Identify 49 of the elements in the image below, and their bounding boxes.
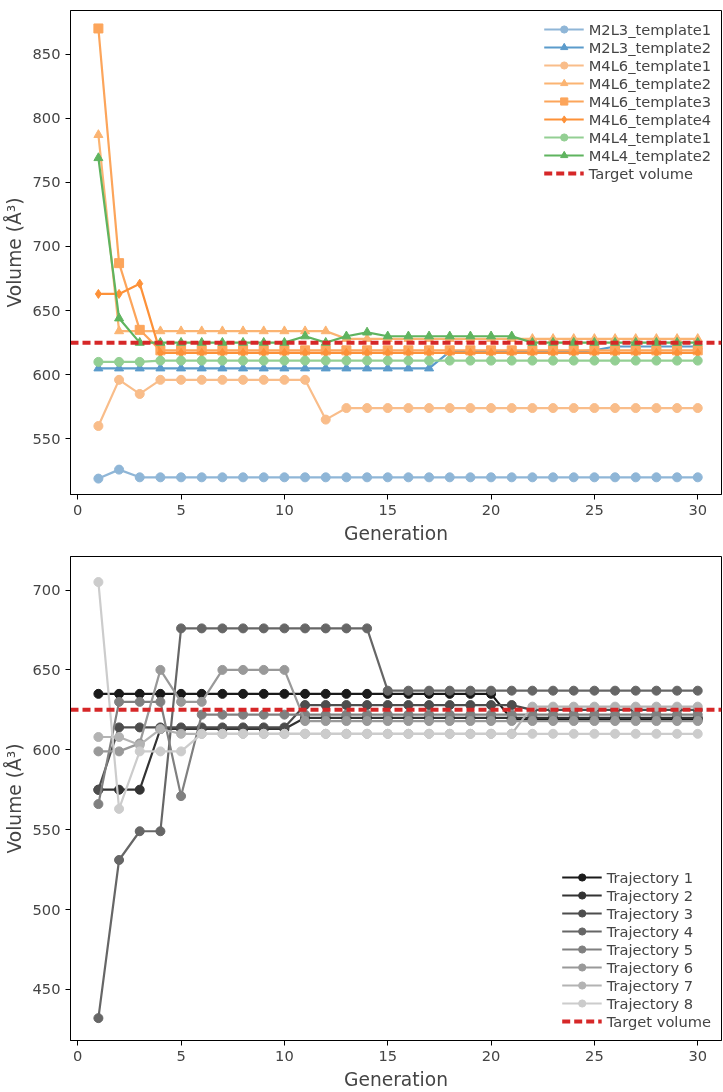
legend-label: Trajectory 5 (606, 940, 694, 958)
legend-label: Target volume (588, 164, 694, 182)
y-tick-label: 850 (32, 45, 61, 63)
legend-label: Trajectory 4 (606, 922, 694, 940)
y-tick-label: 450 (32, 980, 61, 998)
y-tick-label: 550 (32, 429, 61, 447)
x-tick-label: 10 (275, 1046, 294, 1064)
x-tick-label: 15 (378, 1046, 398, 1064)
y-tick-label: 600 (32, 740, 61, 758)
x-tick-label: 20 (481, 500, 501, 518)
legend-label: M2L3_template1 (588, 20, 711, 38)
legend-label: M4L6_template4 (588, 110, 711, 128)
x-tick-label: 5 (176, 1046, 186, 1064)
legend-label: Trajectory 1 (606, 868, 694, 886)
legend-label: Trajectory 3 (606, 904, 694, 922)
legend-label: Target volume (606, 1012, 711, 1030)
y-tick-label: 750 (32, 173, 61, 191)
x-tick-label: 30 (688, 500, 708, 518)
x-tick-label: 10 (275, 500, 294, 518)
legend-label: M2L3_template2 (588, 38, 711, 56)
y-axis-title: Volume (Å³) (2, 197, 25, 308)
legend-label: Trajectory 6 (606, 958, 694, 976)
legend-label: M4L4_template2 (588, 146, 711, 164)
y-tick-label: 700 (32, 581, 61, 599)
x-tick-label: 25 (585, 500, 604, 518)
legend-label: M4L4_template1 (588, 128, 711, 146)
x-axis-title: Generation (343, 1068, 449, 1090)
x-tick-label: 0 (73, 1046, 83, 1064)
legend-label: M4L6_template2 (588, 74, 711, 92)
legend-label: M4L6_template3 (588, 92, 711, 110)
y-axis-title: Volume (Å³) (2, 743, 25, 854)
x-tick-label: 25 (585, 1046, 604, 1064)
x-tick-label: 0 (73, 500, 83, 518)
y-tick-label: 700 (32, 237, 61, 255)
legend-label: M4L6_template1 (588, 56, 711, 74)
x-tick-label: 5 (176, 500, 186, 518)
y-tick-label: 500 (32, 900, 61, 918)
legend-label: Trajectory 8 (606, 994, 694, 1012)
legend-label: Trajectory 2 (606, 886, 694, 904)
y-tick-label: 550 (32, 820, 61, 838)
legend-label: Trajectory 7 (606, 976, 694, 994)
x-tick-label: 20 (481, 1046, 501, 1064)
y-tick-label: 650 (32, 660, 61, 678)
y-tick-label: 800 (32, 109, 61, 127)
x-tick-label: 15 (378, 500, 398, 518)
x-tick-label: 30 (688, 1046, 708, 1064)
y-tick-label: 650 (32, 301, 61, 319)
y-tick-label: 600 (32, 365, 61, 383)
x-axis-title: Generation (343, 522, 449, 544)
